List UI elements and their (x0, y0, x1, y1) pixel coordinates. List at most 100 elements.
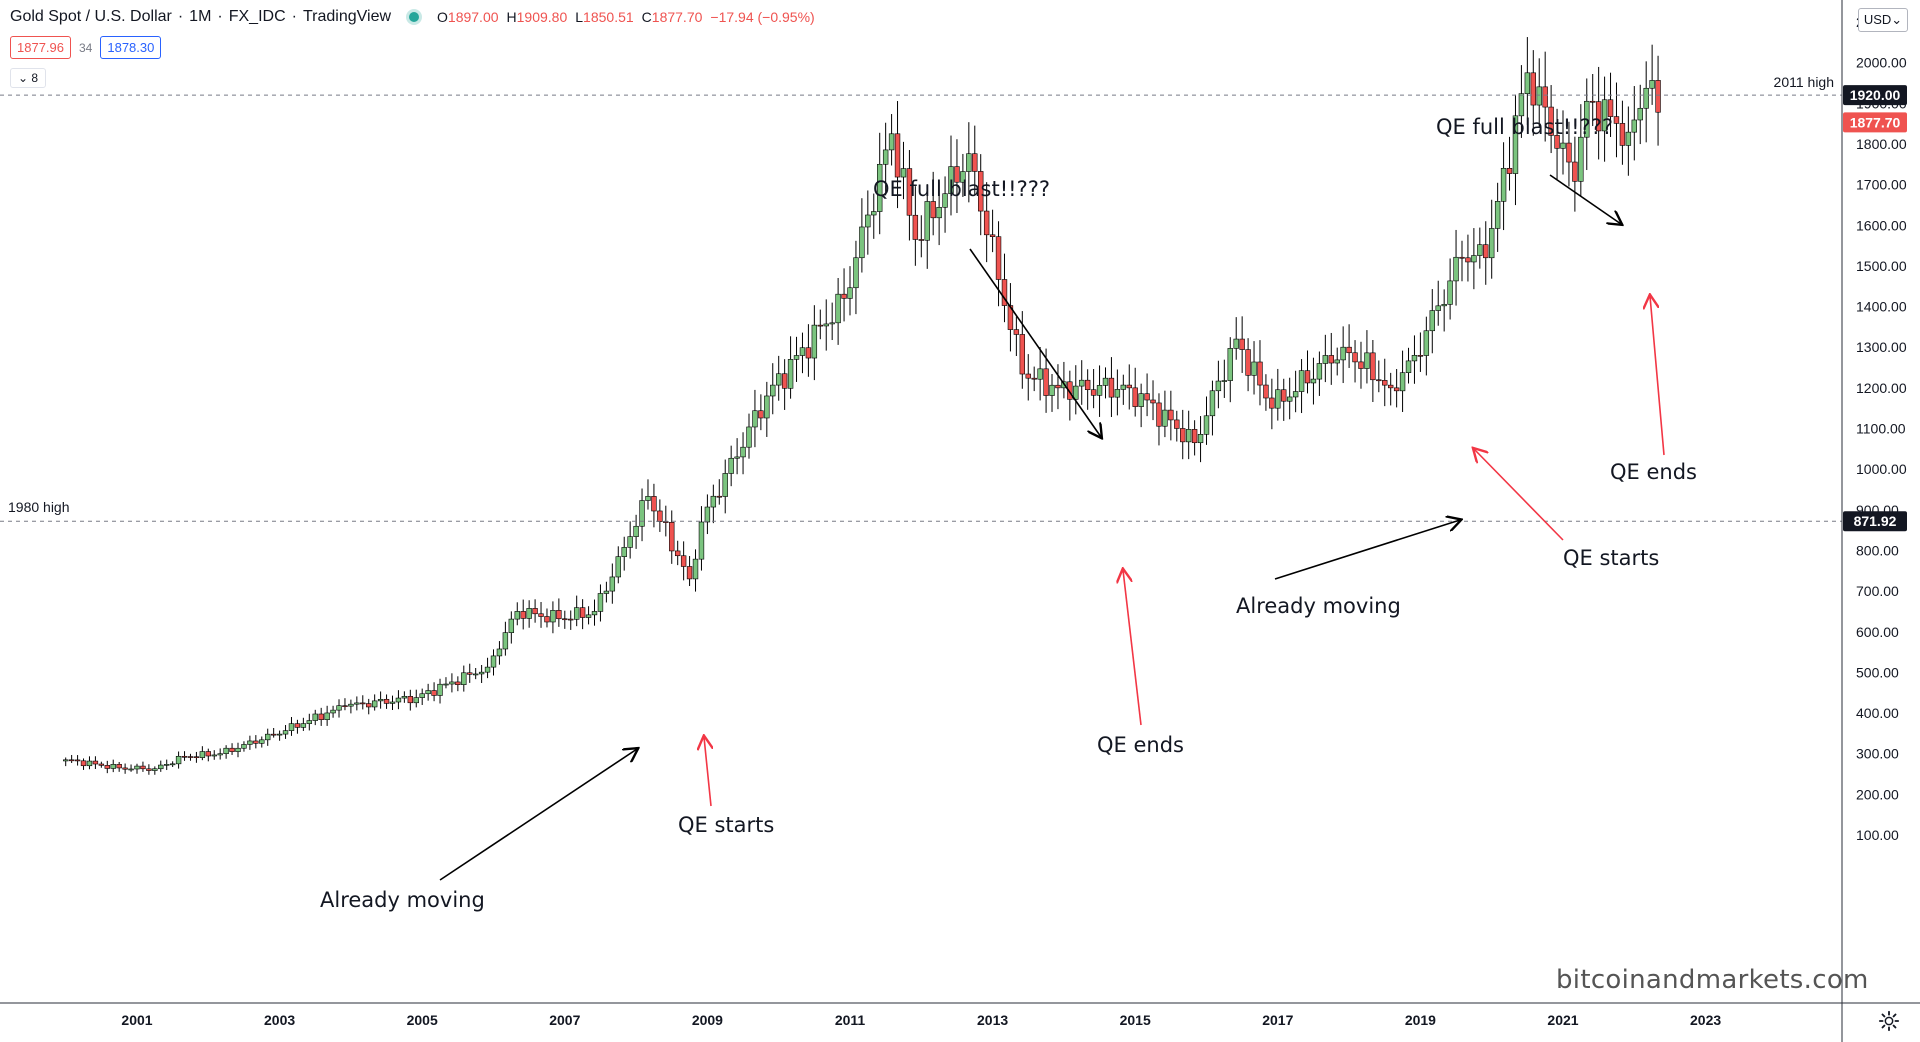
y-tick-label: 100.00 (1856, 827, 1899, 843)
candle (1548, 85, 1554, 154)
candle-body-down (1393, 387, 1400, 392)
candle-body-up (259, 739, 265, 744)
candle-body-up (609, 576, 616, 592)
annotation-label[interactable]: QE ends (1610, 460, 1697, 484)
candle-body-down (983, 210, 990, 236)
candle (1601, 76, 1608, 162)
candle-body-down (1590, 100, 1596, 103)
candle (265, 728, 271, 746)
candle-body-down (674, 550, 681, 557)
candle-body-down (663, 521, 669, 523)
black-arrow[interactable] (1549, 174, 1621, 224)
candle (241, 741, 247, 752)
candle (859, 198, 865, 273)
annotation-label[interactable]: QE starts (1563, 546, 1659, 570)
candle-body-up (1209, 390, 1216, 417)
red-arrow[interactable] (1474, 449, 1564, 541)
candle-body-down (116, 764, 122, 769)
annotation-label[interactable]: Already moving (320, 888, 485, 912)
candle (1465, 234, 1471, 282)
candle (187, 753, 194, 761)
candle (1643, 61, 1649, 143)
candle-body-up (1114, 389, 1121, 398)
settings-gear-icon[interactable] (1878, 1010, 1900, 1032)
candle (841, 268, 847, 322)
change-value: −17.94 (−0.95%) (710, 9, 815, 25)
sell-price-button[interactable]: 1877.96 (10, 36, 71, 59)
black-arrow[interactable] (1274, 520, 1460, 580)
candle (1263, 374, 1269, 411)
candle-body-down (1007, 305, 1014, 330)
candle (1304, 350, 1311, 394)
red-arrow[interactable] (704, 737, 711, 807)
candle (526, 600, 532, 628)
candle-body-up (1233, 338, 1239, 349)
currency-selector[interactable]: USD⌄ (1858, 8, 1908, 32)
candle (247, 735, 253, 750)
indicators-toggle-button[interactable]: ⌄ 8 (10, 68, 47, 88)
candle (734, 438, 740, 475)
black-arrow[interactable] (439, 749, 637, 881)
candle (692, 549, 699, 592)
candle (698, 506, 705, 571)
annotation-label[interactable]: QE full blast!!??? (873, 177, 1050, 201)
candle (865, 190, 871, 255)
candle-body-up (496, 648, 503, 657)
candle-body-up (1102, 377, 1109, 386)
annotation-label[interactable]: QE starts (678, 813, 774, 837)
candle (1215, 360, 1222, 409)
candle (609, 563, 616, 604)
candle (389, 695, 396, 711)
candle (871, 193, 877, 239)
candle (253, 735, 259, 749)
candle-body-up (1494, 201, 1501, 229)
candle (966, 122, 972, 203)
candle (764, 381, 770, 437)
candle-body-down (294, 723, 301, 728)
candle-body-down (805, 347, 812, 359)
candle-body-down (954, 166, 960, 183)
candle (1126, 364, 1132, 410)
candle (1114, 369, 1121, 416)
candle-body-up (1340, 346, 1346, 361)
candle (1162, 390, 1168, 438)
candle-body-down (1239, 338, 1245, 350)
y-tick-label: 1400.00 (1856, 299, 1907, 315)
interval-label[interactable]: 1M (189, 8, 212, 25)
x-tick-label: 2023 (1690, 1012, 1721, 1028)
black-arrow[interactable] (969, 248, 1101, 437)
candle (270, 727, 277, 738)
candle-body-up (152, 768, 158, 771)
y-tick-label: 1100.00 (1856, 421, 1906, 437)
candle-body-down (972, 153, 978, 172)
red-arrow[interactable] (1650, 296, 1665, 456)
candle (1156, 393, 1162, 446)
market-status-icon[interactable] (409, 12, 420, 22)
buy-price-button[interactable]: 1878.30 (100, 36, 162, 59)
candle-body-up (1275, 389, 1281, 409)
candle-body-up (443, 683, 449, 686)
candle-body-up (859, 226, 865, 259)
candle-body-up (62, 759, 69, 762)
candle (989, 209, 996, 253)
candle (140, 761, 146, 772)
annotation-label[interactable]: QE ends (1097, 733, 1184, 757)
candle (912, 186, 919, 266)
candle (1007, 283, 1014, 352)
candle-body-down (98, 763, 105, 766)
annotation-label[interactable]: QE full blast!!??? (1436, 115, 1613, 139)
candle (1352, 340, 1358, 383)
candle (211, 750, 217, 760)
annotation-label[interactable]: Already moving (1236, 594, 1401, 618)
red-arrow[interactable] (1123, 570, 1142, 726)
candle (1191, 420, 1198, 456)
candle-body-up (1643, 87, 1649, 109)
candle (419, 688, 425, 705)
candle-body-up (847, 287, 853, 299)
candle (847, 266, 853, 316)
candle (294, 719, 301, 734)
candle-body-down (366, 703, 372, 708)
candle-body-down (1465, 257, 1471, 263)
candle (1073, 365, 1079, 415)
